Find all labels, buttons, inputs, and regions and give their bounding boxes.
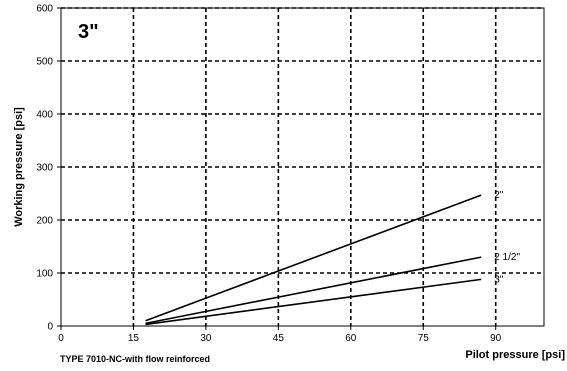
series-label: 3" <box>494 274 504 285</box>
x-axis-label: Pilot pressure [psi] <box>465 349 565 361</box>
y-tick-label: 400 <box>36 110 53 121</box>
series-layer: 2" 2 1/2" 3" <box>145 190 520 326</box>
x-tick-label: 60 <box>345 333 357 344</box>
series-label: 2" <box>494 190 504 201</box>
chart-title: 3" <box>78 21 99 43</box>
series-line <box>145 194 482 322</box>
x-tick-label: 75 <box>418 333 430 344</box>
x-tick-label: 90 <box>490 333 502 344</box>
y-tick-label: 600 <box>36 4 53 15</box>
x-tick-label: 15 <box>128 333 140 344</box>
y-axis-label: Working pressure [psi] <box>13 107 25 227</box>
series-line <box>145 278 482 326</box>
y-tick-label: 0 <box>47 322 53 333</box>
y-tick-label: 500 <box>36 57 53 68</box>
x-tick-label: 45 <box>273 333 285 344</box>
series-label: 2 1/2" <box>494 252 520 263</box>
y-tick-label: 200 <box>36 216 53 227</box>
footnote: TYPE 7010-NC-with flow reinforced <box>60 354 210 364</box>
grid-layer <box>61 7 544 326</box>
tick-layer: 0 15 30 45 60 75 90 0 100 200 300 400 500 600 <box>36 4 501 345</box>
x-tick-label: 0 <box>58 333 64 344</box>
y-tick-label: 100 <box>36 269 53 280</box>
x-tick-label: 30 <box>200 333 212 344</box>
series-line <box>145 256 482 325</box>
y-tick-label: 300 <box>36 163 53 174</box>
